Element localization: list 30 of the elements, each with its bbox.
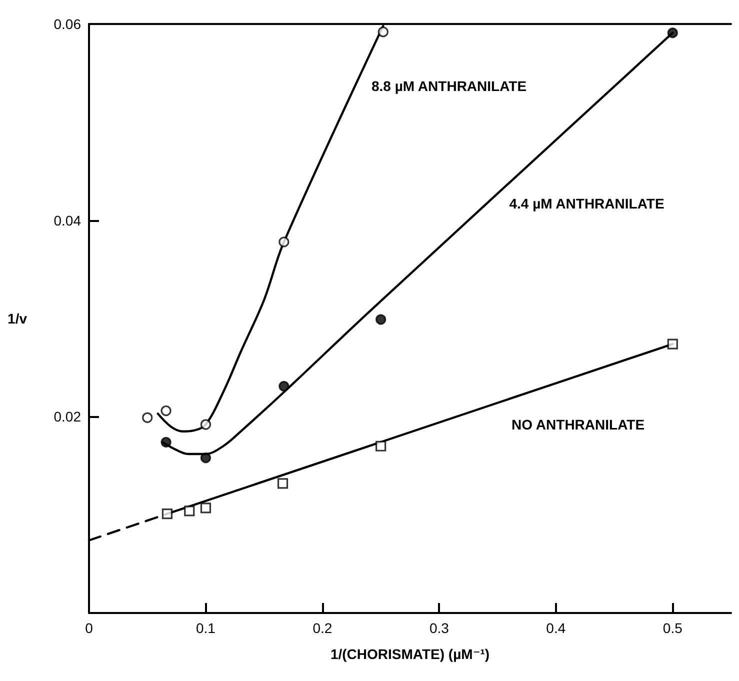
x-tick-label: 0.5	[662, 620, 683, 636]
point	[667, 338, 678, 350]
y-axis-title: 1/v	[8, 310, 28, 326]
x-tick-label: 0.3	[429, 620, 450, 636]
x-axis-title: 1/(CHORISMATE) (µM⁻¹)	[330, 646, 490, 662]
x-tick-label: 0.2	[312, 620, 332, 636]
point	[160, 405, 172, 416]
point	[200, 502, 212, 514]
y-tick-label: 0.02	[54, 408, 82, 425]
point	[277, 478, 288, 489]
point	[160, 436, 172, 448]
point	[142, 412, 153, 423]
point	[376, 314, 386, 325]
series-label: NO ANTHRANILATE	[512, 416, 645, 433]
y-tick-label: 0.06	[54, 16, 82, 32]
point	[200, 452, 212, 464]
point	[184, 506, 195, 516]
y-tick-label: 0.04	[54, 212, 82, 228]
point	[278, 236, 290, 248]
point	[200, 419, 212, 430]
point	[278, 380, 290, 392]
series-label: 4.4 µM ANTHRANILATE	[509, 196, 664, 212]
x-tick-label: 0.4	[546, 620, 566, 636]
series-label: 8.8 µM ANTHRANILATE	[371, 78, 527, 94]
point	[667, 28, 678, 38]
point	[378, 26, 388, 38]
point	[376, 440, 386, 452]
x-tick-label: 0	[85, 620, 94, 636]
x-tick-label: 0.1	[196, 620, 216, 636]
point	[162, 508, 173, 520]
